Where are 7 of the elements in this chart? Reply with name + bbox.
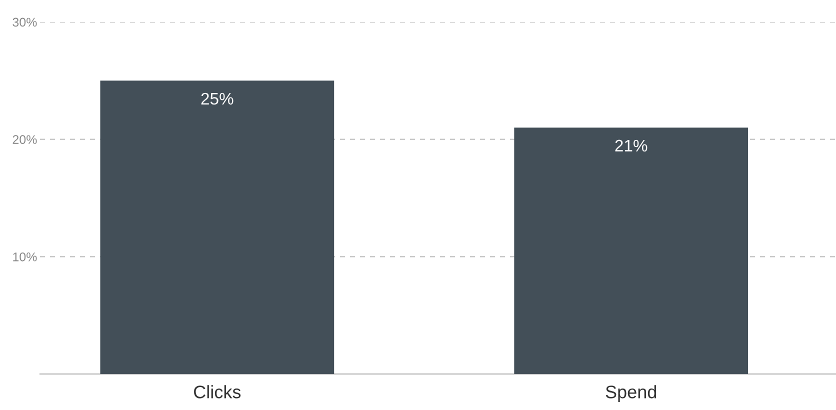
y-tick-label: 30% xyxy=(12,18,37,27)
y-tick-label: 10% xyxy=(13,252,37,262)
y-tick-label: 20% xyxy=(12,135,37,144)
x-tick-label: Spend xyxy=(606,385,656,402)
data-label: 25% xyxy=(201,92,234,105)
data-label: 21% xyxy=(615,140,648,152)
x-tick-label: Clicks xyxy=(194,385,241,398)
